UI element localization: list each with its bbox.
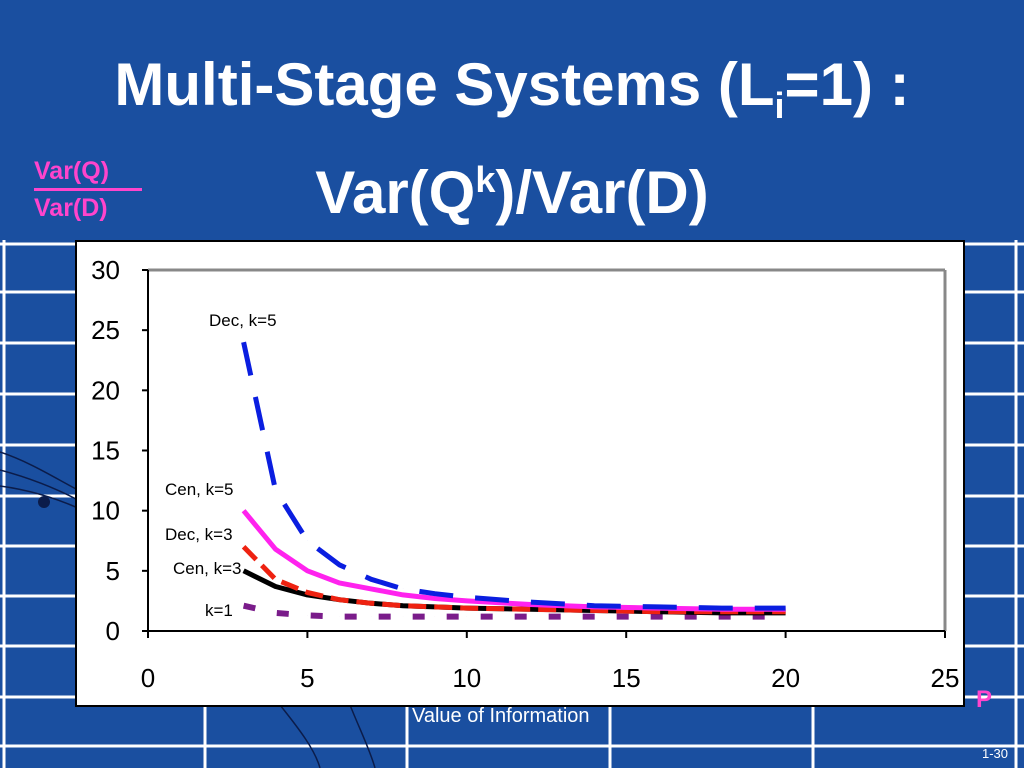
x-tick-label: 15 — [612, 663, 641, 693]
y-tick-label: 5 — [106, 556, 120, 586]
series-line-cen-k-5 — [241, 509, 786, 612]
series-label-dec-k-5: Dec, k=5 — [209, 311, 277, 330]
series-label-cen-k-5: Cen, k=5 — [165, 480, 234, 499]
y-tick-label: 20 — [91, 375, 120, 405]
series-label-k-1: k=1 — [205, 601, 233, 620]
corner-mark: P — [976, 686, 993, 713]
decorative-dot — [38, 496, 50, 508]
x-tick-label: 20 — [771, 663, 800, 693]
x-tick-label: 10 — [452, 663, 481, 693]
y-label-numerator: Var(Q) — [34, 156, 142, 191]
series-label-cen-k-3: Cen, k=3 — [173, 559, 242, 578]
y-tick-label: 0 — [106, 616, 120, 646]
chart-panel: 0 5 10 15 20 25 30 0 5 10 15 20 25 Dec, k=5 Cen, k=5 De… — [75, 240, 965, 707]
line-chart: 0 5 10 15 20 25 30 0 5 10 15 20 25 Dec, k=5 Cen, k=5 De… — [91, 255, 960, 693]
y-label-denominator: Var(D) — [34, 194, 108, 222]
series-line-dec-k-5 — [241, 341, 786, 611]
y-tick-label: 25 — [91, 315, 120, 345]
slide-title: Multi-Stage Systems (Li=1) : Var(Qk)/Var… — [114, 51, 910, 226]
slide-number: 1-30 — [982, 746, 1009, 761]
x-tick-label: 25 — [931, 663, 960, 693]
bottom-caption: Value of Information — [412, 705, 590, 727]
x-tick-label: 0 — [141, 663, 155, 693]
y-axis-fraction-label: Var(Q) Var(D) — [34, 156, 142, 223]
series-label-dec-k-3: Dec, k=3 — [165, 525, 233, 544]
y-tick-label: 15 — [91, 436, 120, 466]
y-tick-label: 30 — [91, 255, 120, 285]
x-tick-label: 5 — [300, 663, 314, 693]
y-tick-label: 10 — [91, 496, 120, 526]
